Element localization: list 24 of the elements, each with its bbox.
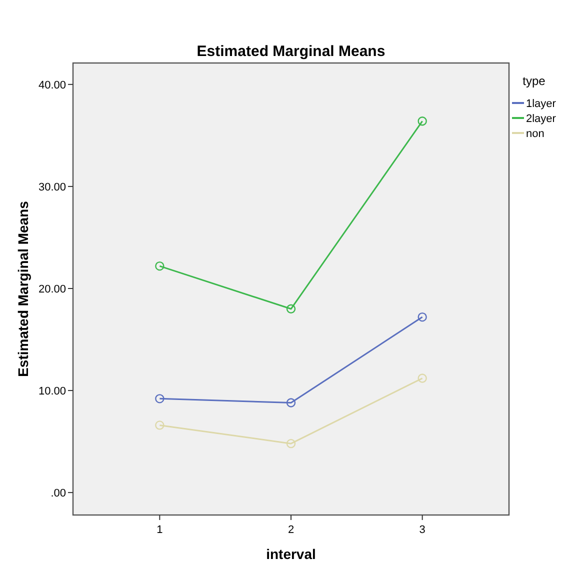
- y-axis-title: Estimated Marginal Means: [15, 200, 31, 377]
- point: [155, 420, 164, 430]
- y-tick-label: 10.00: [38, 385, 66, 398]
- point: [286, 398, 296, 408]
- y-tick-label: 30.00: [38, 181, 66, 194]
- legend-label: 2layer: [526, 112, 556, 125]
- point: [155, 261, 164, 271]
- x-tick-label: 2: [288, 524, 294, 536]
- x-tick-label: 1: [156, 524, 163, 536]
- x-axis-title: interval: [266, 546, 316, 562]
- legend-label: 1layer: [526, 98, 556, 110]
- y-tick-label: .00: [50, 487, 66, 500]
- point: [418, 374, 427, 383]
- y-tick-label: 40.00: [38, 79, 66, 92]
- point: [155, 394, 164, 404]
- y-tick-label: 20.00: [38, 283, 66, 296]
- x-tick-label: 3: [419, 524, 426, 536]
- point: [418, 116, 427, 126]
- chart-title: Estimated Marginal Means: [196, 43, 386, 60]
- point: [286, 438, 296, 448]
- legend-title: type: [522, 74, 546, 88]
- legend-label: non: [526, 128, 544, 140]
- point: [418, 312, 427, 322]
- point: [286, 304, 296, 314]
